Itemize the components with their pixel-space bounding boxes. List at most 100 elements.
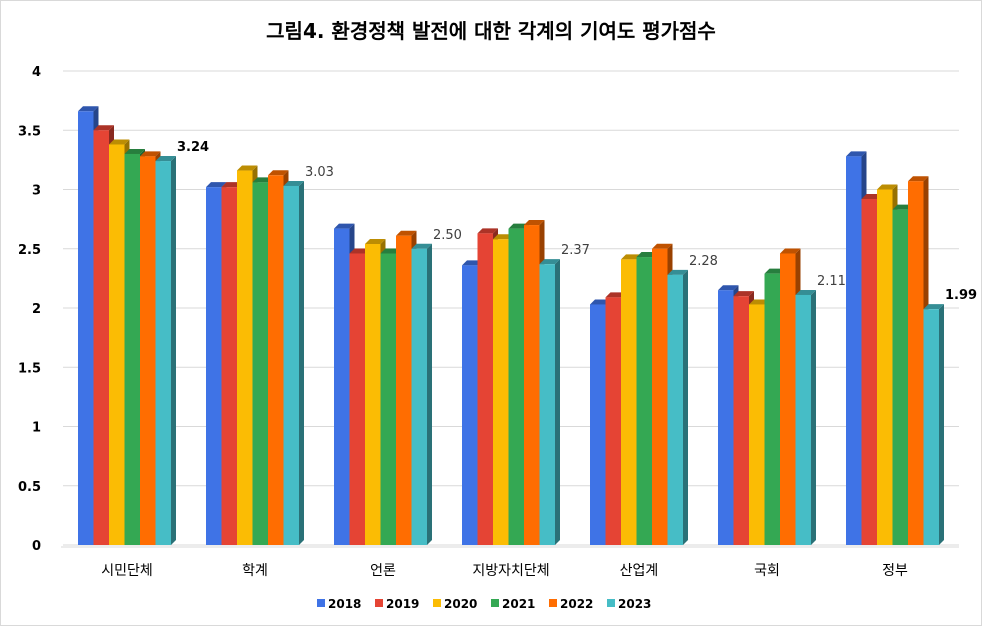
- bar-top: [140, 151, 161, 157]
- y-axis-ticks: 0 0.5 1 1.5 2 2.5 3 3.5 4: [18, 65, 41, 554]
- data-label: 2.37: [561, 243, 590, 258]
- bar-top: [923, 304, 944, 310]
- bar-top: [780, 248, 801, 254]
- bar-top: [206, 182, 227, 188]
- bar-front: [861, 198, 877, 546]
- bar-top: [411, 243, 432, 249]
- bar-front: [78, 111, 94, 545]
- category-label: 정부: [882, 563, 908, 579]
- bar-top: [667, 269, 688, 275]
- bar-front: [477, 233, 493, 545]
- bar-side: [555, 259, 560, 545]
- bar-top: [718, 285, 739, 291]
- bar-top: [795, 289, 816, 295]
- bar-front: [124, 153, 140, 545]
- bar-front: [908, 181, 924, 545]
- bar-top: [252, 177, 273, 183]
- bar-front: [349, 253, 365, 546]
- bar-top: [477, 228, 498, 234]
- bar-front: [780, 253, 796, 546]
- bar-top: [764, 268, 785, 274]
- data-label: 3.03: [305, 165, 334, 180]
- bar-front: [733, 296, 749, 545]
- bar-top: [78, 106, 99, 112]
- legend-label: 2018: [328, 597, 361, 611]
- bar-front: [462, 265, 478, 545]
- bar-front: [109, 144, 125, 545]
- bar-front: [155, 161, 171, 545]
- bar-top: [524, 220, 545, 226]
- legend-item: 2023: [607, 597, 651, 611]
- bar-front: [524, 225, 540, 546]
- x-axis-categories: 시민단체 학계 언론 지방자치단체 산업계 국회 정부: [101, 563, 908, 579]
- y-tick-label: 1.5: [18, 361, 41, 376]
- bar: [539, 259, 560, 545]
- legend-swatch: [607, 599, 615, 607]
- bar-side: [427, 243, 432, 545]
- bar-front: [140, 156, 156, 545]
- bar-front: [396, 235, 412, 545]
- bar-side: [939, 304, 944, 545]
- bar-front: [334, 228, 350, 546]
- category-label: 산업계: [620, 563, 659, 579]
- bar-top: [349, 248, 370, 254]
- bar-top: [590, 299, 611, 305]
- legend-label: 2022: [560, 597, 593, 611]
- bar-top: [733, 291, 754, 297]
- legend: 2018 2019 2020 2021 2022 2023: [317, 597, 651, 611]
- y-tick-label: 2.5: [18, 243, 41, 258]
- bar-top: [636, 252, 657, 258]
- bar-top: [221, 182, 242, 188]
- data-label: 1.99: [945, 288, 977, 303]
- bar-side: [299, 180, 304, 545]
- bar-front: [795, 294, 811, 545]
- legend-item: 2019: [375, 597, 419, 611]
- legend-swatch: [317, 599, 325, 607]
- bar-front: [268, 175, 284, 545]
- bar-front: [590, 304, 606, 545]
- bar: [155, 156, 176, 545]
- legend-item: 2022: [549, 597, 593, 611]
- bar-front: [365, 244, 381, 545]
- bar-top: [621, 254, 642, 260]
- bar-side: [171, 156, 176, 545]
- bar-side: [811, 289, 816, 545]
- bar-front: [493, 239, 509, 545]
- bar-top: [237, 165, 258, 171]
- bar-front: [411, 248, 427, 545]
- bar-top: [493, 234, 514, 240]
- bar-front: [652, 248, 668, 545]
- bar-top: [508, 223, 529, 229]
- bar-front: [380, 253, 396, 546]
- y-tick-label: 1: [32, 421, 41, 436]
- bar: [283, 180, 304, 545]
- bar-top: [365, 239, 386, 245]
- bar-front: [221, 187, 237, 545]
- data-labels: 3.24 3.03 2.50 2.37 2.28 2.11 1.99: [177, 140, 977, 303]
- bar-front: [283, 185, 299, 545]
- y-tick-label: 0: [32, 539, 41, 554]
- bar-top: [861, 193, 882, 199]
- legend-swatch: [433, 599, 441, 607]
- legend-item: 2020: [433, 597, 477, 611]
- bar-front: [923, 309, 939, 545]
- bar-front: [846, 156, 862, 545]
- y-tick-label: 3.5: [18, 124, 41, 139]
- bar-top: [462, 260, 483, 266]
- category-label: 지방자치단체: [472, 563, 549, 579]
- data-label: 2.11: [817, 274, 846, 289]
- category-label: 국회: [754, 563, 780, 579]
- bar-top: [155, 156, 176, 162]
- bar-front: [206, 187, 222, 545]
- bar-top: [908, 176, 929, 182]
- bar-top: [268, 170, 289, 176]
- bar-front: [636, 257, 652, 545]
- bar: [411, 243, 432, 545]
- legend-item: 2021: [491, 597, 535, 611]
- bars: [78, 106, 944, 546]
- y-tick-label: 0.5: [18, 480, 41, 495]
- y-tick-label: 4: [32, 65, 41, 80]
- y-tick-label: 2: [32, 302, 41, 317]
